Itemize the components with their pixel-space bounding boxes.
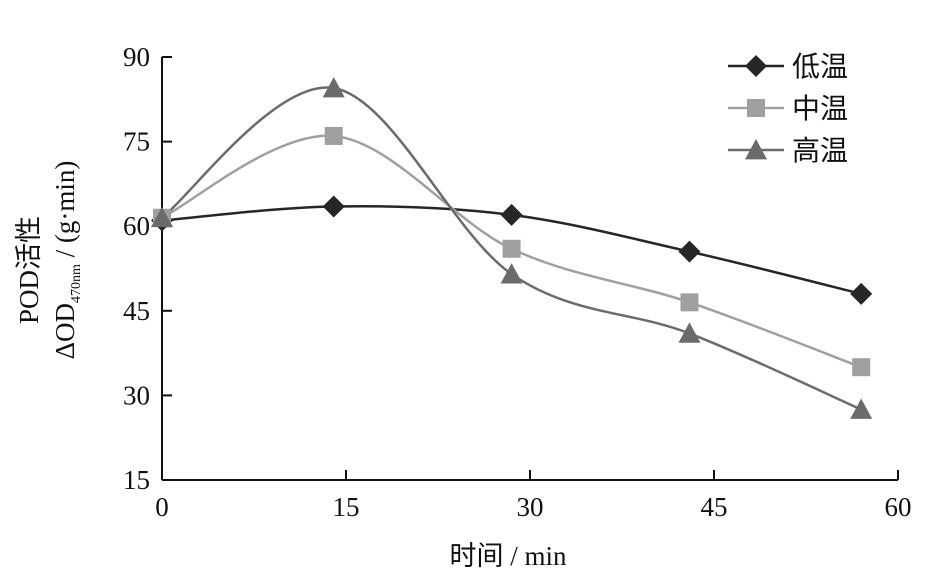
y-axis-title-subscript: 470nm — [69, 264, 84, 303]
series-0-point-2 — [500, 203, 523, 226]
legend-marker-2 — [745, 139, 767, 160]
y-axis-title-line2: ΔOD470nm / (g·min) — [50, 161, 84, 360]
series-0-point-3 — [678, 240, 701, 263]
y-tick-label-90: 90 — [123, 42, 150, 72]
y-axis-title-prefix: ΔOD — [50, 303, 80, 359]
x-tick-label-30: 30 — [517, 492, 544, 522]
series-0-point-1 — [322, 195, 345, 218]
legend-label-2: 高温 — [792, 135, 848, 167]
series-line-2 — [161, 86, 862, 411]
series-1-point-4 — [852, 358, 871, 377]
x-tick-label-60: 60 — [885, 492, 912, 522]
legend-label-1: 中温 — [792, 93, 848, 125]
series-2-point-2 — [500, 263, 523, 284]
legend-marker-0 — [745, 55, 767, 77]
y-tick-label-75: 75 — [123, 127, 150, 157]
y-axis-title-suffix: / (g·min) — [50, 161, 80, 264]
x-tick-label-0: 0 — [155, 492, 169, 522]
y-tick-label-15: 15 — [123, 465, 150, 495]
y-tick-label-60: 60 — [123, 211, 150, 241]
series-1-point-1 — [324, 126, 343, 145]
x-tick-label-15: 15 — [333, 492, 360, 522]
series-2-point-1 — [322, 77, 345, 98]
legend-label-0: 低温 — [792, 51, 848, 83]
legend-marker-1 — [747, 99, 765, 117]
series-2-point-0 — [151, 206, 173, 228]
series-1-point-2 — [502, 239, 521, 258]
series-2-point-3 — [678, 322, 701, 343]
x-axis-title: 时间 / min — [449, 541, 567, 571]
y-tick-label-30: 30 — [123, 380, 150, 410]
y-tick-label-45: 45 — [123, 296, 150, 326]
series-1-point-3 — [680, 293, 699, 312]
series-2-point-4 — [850, 398, 873, 419]
series-0-point-4 — [850, 282, 873, 305]
series-markers — [151, 77, 873, 419]
y-axis-title-line1: POD活性 — [14, 216, 44, 324]
x-tick-label-45: 45 — [701, 492, 728, 522]
